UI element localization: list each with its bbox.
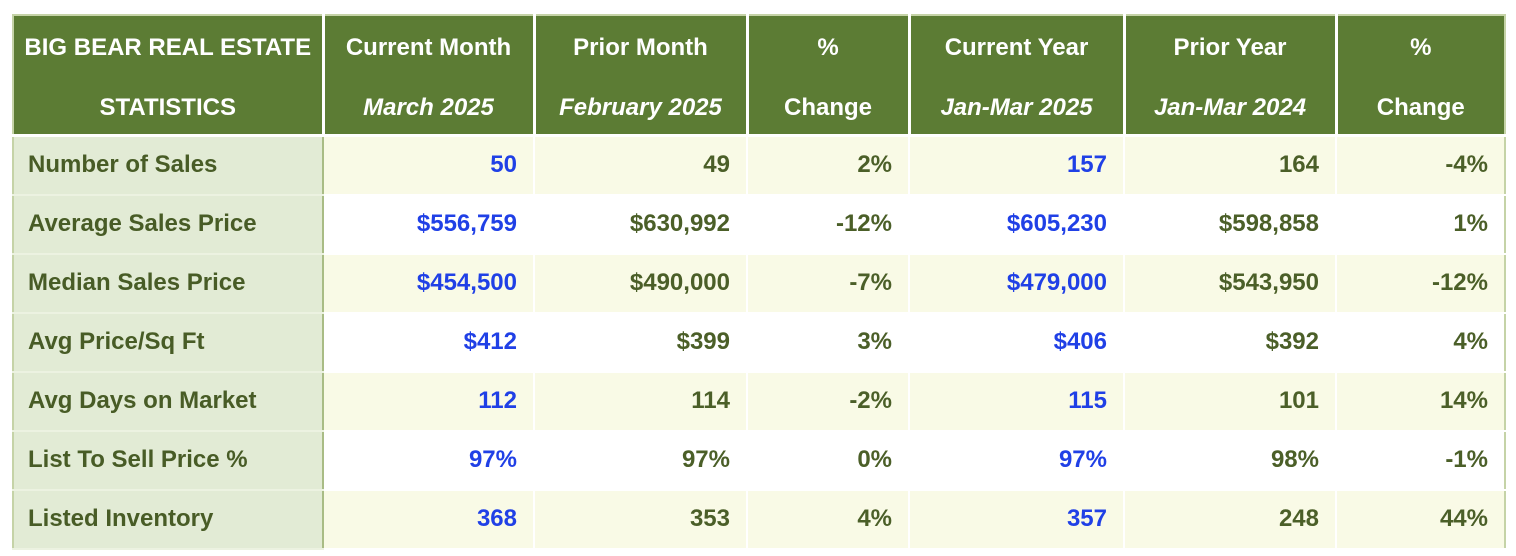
table-title-line1: BIG BEAR REAL ESTATE (24, 34, 312, 61)
cell-current-month: $454,500 (323, 253, 535, 314)
column-header-prior-year: Prior Year Jan-Mar 2024 (1124, 15, 1338, 137)
row-label: Avg Days on Market (13, 371, 324, 432)
table-row-number-of-sales: Number of Sales 50 49 2% 157 164 -4% (13, 135, 1505, 196)
row-label: List To Sell Price % (13, 430, 324, 491)
table-body: Number of Sales 50 49 2% 157 164 -4% Ave… (13, 135, 1505, 550)
cell-current-month: $556,759 (323, 194, 535, 255)
table-title-line2: STATISTICS (99, 94, 236, 121)
cell-current-year: 157 (909, 135, 1125, 196)
table-row-avg-days-on-market: Avg Days on Market 112 114 -2% 115 101 1… (13, 371, 1505, 432)
cell-current-year: $479,000 (909, 253, 1125, 314)
cell-current-month: $412 (323, 312, 535, 373)
column-header-label: Current Month (345, 34, 512, 61)
column-header-sublabel: Change (783, 94, 872, 121)
column-header-sublabel: Jan-Mar 2025 (940, 94, 1093, 121)
column-header-sublabel: Change (1376, 94, 1465, 121)
table-row-median-sales-price: Median Sales Price $454,500 $490,000 -7%… (13, 253, 1505, 314)
cell-current-year: 115 (909, 371, 1125, 432)
cell-pct-change-month: -7% (747, 253, 910, 314)
cell-prior-month: $630,992 (534, 194, 748, 255)
column-header-label: Current Year (944, 34, 1089, 61)
cell-current-year: $406 (909, 312, 1125, 373)
real-estate-stats-table-container: BIG BEAR REAL ESTATE STATISTICS Current … (12, 14, 1506, 550)
column-header-current-year: Current Year Jan-Mar 2025 (909, 15, 1126, 137)
column-header-pct-change-year: % Change (1336, 15, 1505, 137)
cell-prior-year: 248 (1124, 489, 1337, 550)
column-header-prior-month: Prior Month February 2025 (534, 15, 749, 137)
row-label: Listed Inventory (13, 489, 324, 550)
cell-prior-year: 101 (1124, 371, 1337, 432)
cell-current-month: 50 (323, 135, 535, 196)
column-header-sublabel: Jan-Mar 2024 (1153, 94, 1307, 121)
cell-prior-year: $392 (1124, 312, 1337, 373)
cell-pct-change-year: -12% (1336, 253, 1505, 314)
cell-current-year: 97% (909, 430, 1125, 491)
cell-pct-change-month: -12% (747, 194, 910, 255)
cell-pct-change-year: -4% (1336, 135, 1505, 196)
table-row-listed-inventory: Listed Inventory 368 353 4% 357 248 44% (13, 489, 1505, 550)
header-row: BIG BEAR REAL ESTATE STATISTICS Current … (13, 15, 1505, 137)
table-row-average-sales-price: Average Sales Price $556,759 $630,992 -1… (13, 194, 1505, 255)
cell-prior-year: $598,858 (1124, 194, 1337, 255)
cell-pct-change-month: 2% (747, 135, 910, 196)
column-header-label: % (817, 34, 839, 61)
cell-prior-year: $543,950 (1124, 253, 1337, 314)
cell-current-month: 97% (323, 430, 535, 491)
cell-prior-month: 49 (534, 135, 748, 196)
cell-pct-change-year: 1% (1336, 194, 1505, 255)
row-label: Average Sales Price (13, 194, 324, 255)
table-row-avg-price-sq-ft: Avg Price/Sq Ft $412 $399 3% $406 $392 4… (13, 312, 1505, 373)
cell-prior-month: 353 (534, 489, 748, 550)
column-header-label: Prior Month (573, 34, 708, 61)
cell-current-year: $605,230 (909, 194, 1125, 255)
cell-pct-change-month: 3% (747, 312, 910, 373)
column-header-sublabel: March 2025 (363, 94, 494, 121)
column-header-current-month: Current Month March 2025 (323, 15, 536, 137)
cell-prior-month: 97% (534, 430, 748, 491)
row-label: Avg Price/Sq Ft (13, 312, 324, 373)
cell-current-month: 368 (323, 489, 535, 550)
column-header-pct-change-month: % Change (747, 15, 911, 137)
cell-pct-change-month: -2% (747, 371, 910, 432)
cell-pct-change-year: 44% (1336, 489, 1505, 550)
table-row-list-to-sell-price: List To Sell Price % 97% 97% 0% 97% 98% … (13, 430, 1505, 491)
cell-pct-change-year: 14% (1336, 371, 1505, 432)
cell-current-month: 112 (323, 371, 535, 432)
table-header: BIG BEAR REAL ESTATE STATISTICS Current … (13, 15, 1505, 137)
cell-pct-change-month: 4% (747, 489, 910, 550)
cell-prior-year: 164 (1124, 135, 1337, 196)
real-estate-stats-table: BIG BEAR REAL ESTATE STATISTICS Current … (12, 14, 1506, 550)
cell-pct-change-year: -1% (1336, 430, 1505, 491)
row-label: Median Sales Price (13, 253, 324, 314)
cell-current-year: 357 (909, 489, 1125, 550)
row-label: Number of Sales (13, 135, 324, 196)
cell-prior-month: 114 (534, 371, 748, 432)
column-header-label: % (1410, 34, 1432, 61)
column-header-label: Prior Year (1173, 34, 1287, 61)
table-title-cell: BIG BEAR REAL ESTATE STATISTICS (13, 15, 325, 137)
column-header-sublabel: February 2025 (559, 94, 722, 121)
cell-prior-year: 98% (1124, 430, 1337, 491)
cell-prior-month: $490,000 (534, 253, 748, 314)
cell-prior-month: $399 (534, 312, 748, 373)
cell-pct-change-month: 0% (747, 430, 910, 491)
cell-pct-change-year: 4% (1336, 312, 1505, 373)
